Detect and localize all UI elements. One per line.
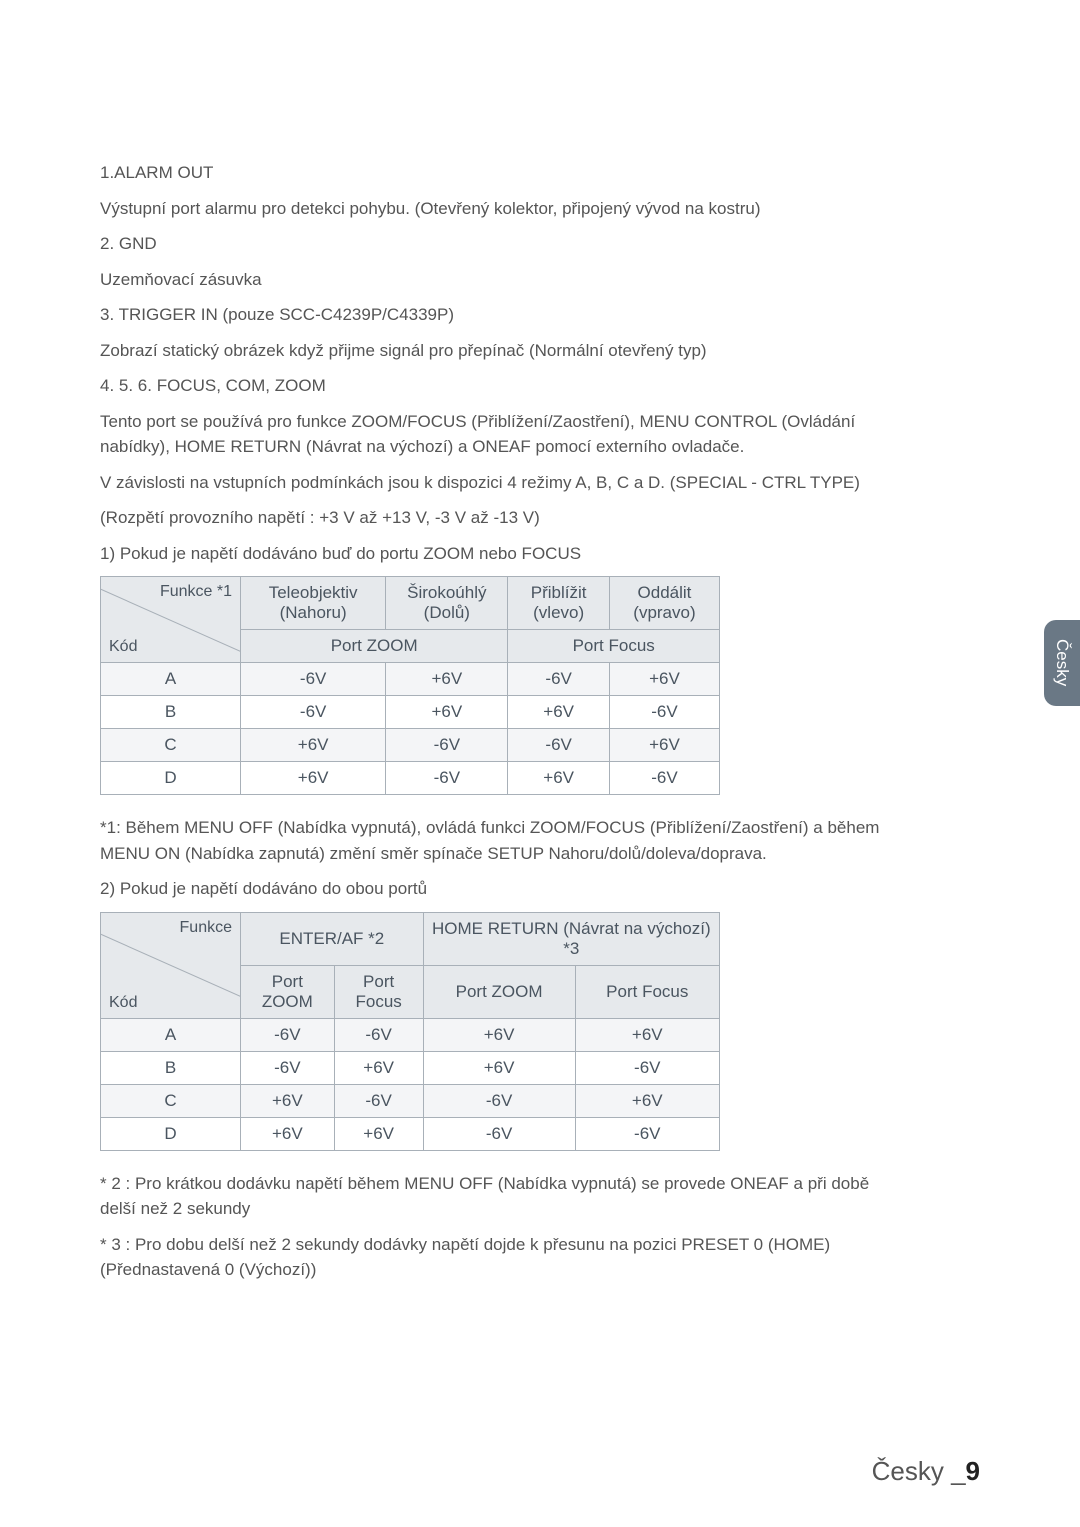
table2-diag-cell: Funkce Kód — [101, 912, 241, 1018]
mid-note-1: 2) Pokud je napětí dodáváno do obou port… — [100, 876, 880, 902]
table2-subhead-0: Port ZOOM — [241, 965, 335, 1018]
table2-diag-bot: Kód — [109, 994, 137, 1012]
table1-head-0: Teleobjektiv (Nahoru) — [241, 577, 386, 630]
p-5: 3. TRIGGER IN (pouze SCC-C4239P/C4339P) — [100, 302, 880, 328]
page-footer: Česky _9 — [872, 1456, 980, 1487]
table-row: C+6V-6V-6V+6V — [101, 729, 720, 762]
section-1-block: 1.ALARM OUT Výstupní port alarmu pro det… — [100, 160, 880, 566]
mid-note-0: *1: Během MENU OFF (Nabídka vypnutá), ov… — [100, 815, 880, 866]
table2-subhead-3: Port Focus — [575, 965, 719, 1018]
p-7: 4. 5. 6. FOCUS, COM, ZOOM — [100, 373, 880, 399]
table-row: C+6V-6V-6V+6V — [101, 1084, 720, 1117]
table-row: A-6V+6V-6V+6V — [101, 663, 720, 696]
p-6: Zobrazí statický obrázek když přijme sig… — [100, 338, 880, 364]
table-2: Funkce Kód ENTER/AF *2 HOME RETURN (Návr… — [100, 912, 720, 1151]
table-row: D+6V+6V-6V-6V — [101, 1117, 720, 1150]
foot-note-1: * 3 : Pro dobu delší než 2 sekundy dodáv… — [100, 1232, 880, 1283]
table-row: B-6V+6V+6V-6V — [101, 1051, 720, 1084]
table1-diag-cell: Funkce *1 Kód — [101, 577, 241, 663]
table2-subhead-1: Port Focus — [334, 965, 423, 1018]
p-8: Tento port se používá pro funkce ZOOM/FO… — [100, 409, 880, 460]
table2-diag-top: Funkce — [180, 919, 232, 937]
table1-subhead-0: Port ZOOM — [241, 630, 508, 663]
table1-diag-bot: Kód — [109, 638, 137, 656]
p-4: Uzemňovací zásuvka — [100, 267, 880, 293]
table-row: A-6V-6V+6V+6V — [101, 1018, 720, 1051]
footer-lang: Česky _ — [872, 1456, 966, 1486]
footer-page-number: 9 — [966, 1456, 980, 1486]
table1-head-2: Přiblížit (vlevo) — [508, 577, 610, 630]
table2-body: A-6V-6V+6V+6V B-6V+6V+6V-6V C+6V-6V-6V+6… — [101, 1018, 720, 1150]
p-1: 1.ALARM OUT — [100, 160, 880, 186]
document-content: 1.ALARM OUT Výstupní port alarmu pro det… — [100, 160, 880, 1283]
p-3: 2. GND — [100, 231, 880, 257]
table1-diag-top: Funkce *1 — [160, 583, 232, 601]
table1-subhead-1: Port Focus — [508, 630, 720, 663]
table-row: D+6V-6V+6V-6V — [101, 762, 720, 795]
table2-subhead-2: Port ZOOM — [423, 965, 575, 1018]
p-9: V závislosti na vstupních podmínkách jso… — [100, 470, 880, 496]
table1-head-3: Oddálit (vpravo) — [609, 577, 719, 630]
table1-body: A-6V+6V-6V+6V B-6V+6V+6V-6V C+6V-6V-6V+6… — [101, 663, 720, 795]
table1-head-1: Širokoúhlý (Dolů) — [386, 577, 508, 630]
table2-head-0: ENTER/AF *2 — [241, 912, 424, 965]
p-10: (Rozpětí provozního napětí : +3 V až +13… — [100, 505, 880, 531]
p-11: 1) Pokud je napětí dodáváno buď do portu… — [100, 541, 880, 567]
table-row: B-6V+6V+6V-6V — [101, 696, 720, 729]
p-2: Výstupní port alarmu pro detekci pohybu.… — [100, 196, 880, 222]
table2-head-1: HOME RETURN (Návrat na výchozí) *3 — [423, 912, 719, 965]
table-1: Funkce *1 Kód Teleobjektiv (Nahoru) Širo… — [100, 576, 720, 795]
foot-note-0: * 2 : Pro krátkou dodávku napětí během M… — [100, 1171, 880, 1222]
language-side-tab: Česky — [1044, 620, 1080, 706]
